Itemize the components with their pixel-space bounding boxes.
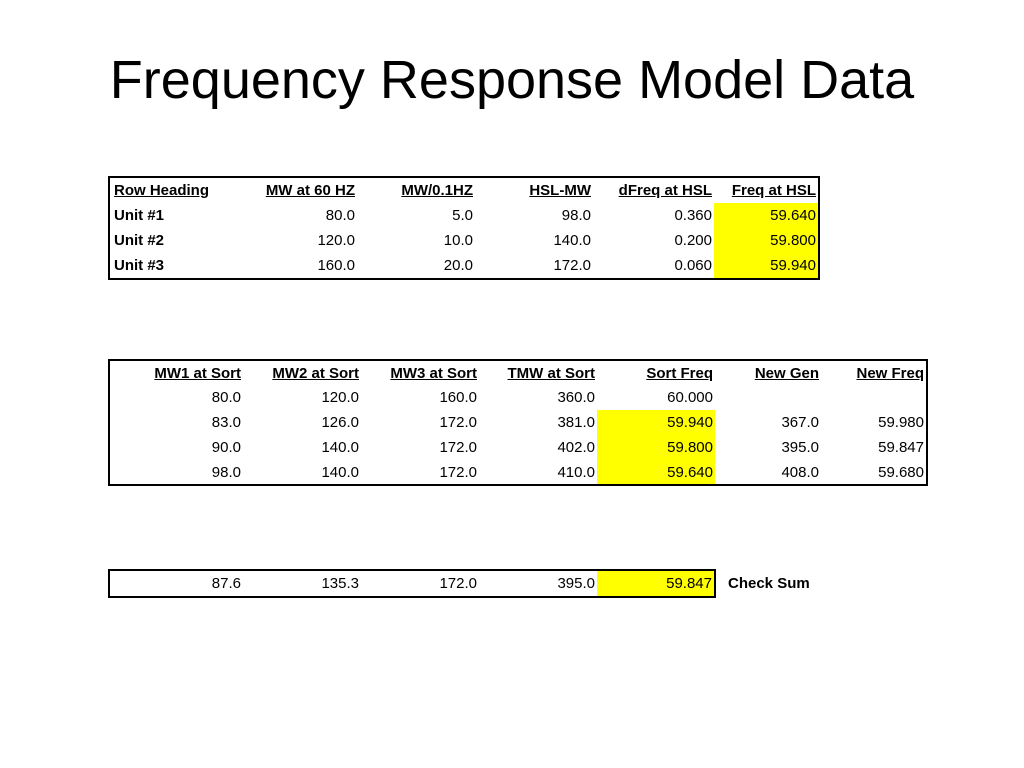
table-cell: 160.0 [317, 257, 355, 275]
table-cell: 83.0 [211, 414, 241, 431]
table-cell: 98.0 [561, 206, 591, 224]
table-cell: 120.0 [317, 232, 355, 250]
table-cell: 172.0 [439, 575, 477, 592]
table-cell: 0.200 [674, 232, 712, 250]
highlighted-cell: 59.640 [714, 202, 819, 228]
table-row: Unit #1 80.0 5.0 98.0 0.360 59.640 [109, 202, 819, 228]
table-cell: 98.0 [211, 463, 241, 481]
table-cell: 126.0 [321, 414, 359, 431]
check-sum-table: 87.6 135.3 172.0 395.0 59.847 [108, 569, 716, 598]
column-header: dFreq at HSL [618, 181, 712, 199]
highlighted-cell: 59.800 [714, 228, 819, 254]
check-sum-label: Check Sum [728, 575, 810, 592]
table-cell: 402.0 [557, 439, 595, 456]
column-header: MW at 60 HZ [265, 181, 355, 199]
table-cell: 20.0 [443, 257, 473, 275]
table-cell: 381.0 [557, 414, 595, 431]
column-header: Row Heading [114, 181, 210, 199]
row-label: Unit #3 [114, 257, 165, 275]
table-cell: 0.360 [674, 206, 712, 224]
table-cell: 395.0 [781, 439, 819, 456]
table-cell: 80.0 [211, 389, 241, 406]
table-cell: 0.060 [674, 257, 712, 275]
highlighted-cell: 59.847 [597, 570, 715, 597]
table-cell: 59.680 [878, 463, 924, 481]
highlighted-cell: 59.640 [597, 460, 715, 485]
table-cell [821, 385, 927, 410]
table-row: Unit #2 120.0 10.0 140.0 0.200 59.800 [109, 228, 819, 254]
table-cell: 395.0 [557, 575, 595, 592]
table-cell: 90.0 [211, 439, 241, 456]
table-cell: 80.0 [325, 206, 355, 224]
table-cell: 360.0 [557, 389, 595, 406]
table-cell: 140.0 [321, 439, 359, 456]
table-row: 87.6 135.3 172.0 395.0 59.847 [109, 570, 715, 597]
table-cell: 140.0 [321, 463, 359, 481]
column-header: New Freq [856, 364, 924, 382]
table-cell: 172.0 [439, 439, 477, 456]
table-cell: 87.6 [211, 575, 241, 592]
column-header: MW3 at Sort [390, 364, 477, 382]
column-header: MW/0.1HZ [401, 181, 473, 199]
table-cell: 59.980 [878, 414, 924, 431]
table-cell: 160.0 [439, 389, 477, 406]
table-cell: 408.0 [781, 463, 819, 481]
highlighted-cell: 59.940 [597, 410, 715, 435]
table-row: 80.0 120.0 160.0 360.0 60.000 [109, 385, 927, 410]
unit-data-table: Row Heading MW at 60 HZ MW/0.1HZ HSL-MW … [108, 176, 820, 280]
table-row: Unit #3 160.0 20.0 172.0 0.060 59.940 [109, 253, 819, 279]
table-header-row: Row Heading MW at 60 HZ MW/0.1HZ HSL-MW … [109, 177, 819, 203]
highlighted-cell: 59.800 [597, 435, 715, 460]
table-cell: 172.0 [439, 463, 477, 481]
table-cell: 172.0 [439, 414, 477, 431]
table-row: 90.0 140.0 172.0 402.0 59.800 395.0 59.8… [109, 435, 927, 460]
column-header: Sort Freq [646, 364, 713, 382]
row-label: Unit #1 [114, 206, 165, 224]
table-cell: 60.000 [667, 389, 713, 406]
table-header-row: MW1 at Sort MW2 at Sort MW3 at Sort TMW … [109, 360, 927, 385]
table-cell: 172.0 [553, 257, 591, 275]
table-cell: 120.0 [321, 389, 359, 406]
table-cell: 135.3 [321, 575, 359, 592]
table-cell: 59.847 [878, 439, 924, 456]
column-header: New Gen [754, 364, 819, 382]
table-row: 83.0 126.0 172.0 381.0 59.940 367.0 59.9… [109, 410, 927, 435]
column-header: MW2 at Sort [272, 364, 359, 382]
column-header: MW1 at Sort [154, 364, 241, 382]
table-cell: 140.0 [553, 232, 591, 250]
table-cell: 410.0 [557, 463, 595, 481]
row-label: Unit #2 [114, 232, 165, 250]
table-cell [715, 385, 821, 410]
table-cell: 10.0 [443, 232, 473, 250]
column-header: HSL-MW [529, 181, 591, 199]
column-header: TMW at Sort [507, 364, 596, 382]
slide-title: Frequency Response Model Data [109, 50, 915, 110]
column-header: Freq at HSL [731, 181, 816, 199]
table-row: 98.0 140.0 172.0 410.0 59.640 408.0 59.6… [109, 460, 927, 485]
table-cell: 367.0 [781, 414, 819, 431]
sort-data-table: MW1 at Sort MW2 at Sort MW3 at Sort TMW … [108, 359, 928, 486]
table-cell: 5.0 [452, 206, 473, 224]
highlighted-cell: 59.940 [714, 253, 819, 279]
